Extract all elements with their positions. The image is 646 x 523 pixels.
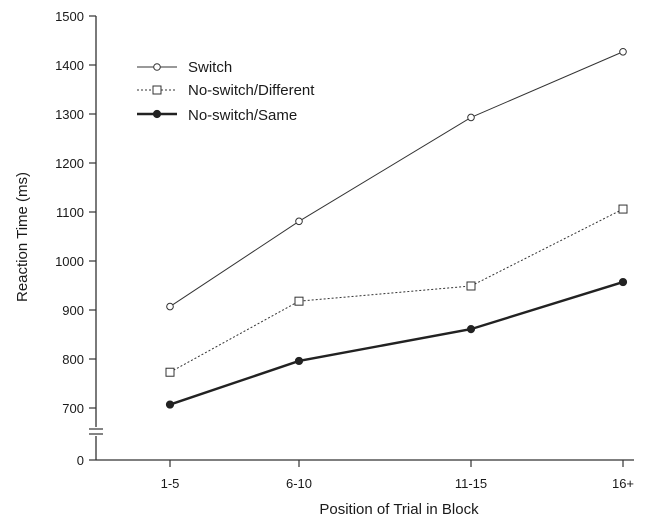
data-point (619, 47, 627, 56)
data-point (295, 217, 303, 226)
data-point (165, 367, 175, 377)
legend-item-switch: Switch (137, 59, 232, 76)
x-ticks: 1-5 6-10 11-15 16+ (161, 460, 634, 491)
x-axis-label: Position of Trial in Block (319, 501, 479, 518)
data-point (467, 113, 475, 122)
x-tick-label: 6-10 (286, 476, 312, 491)
y-tick-label: 1500 (55, 9, 84, 24)
legend-item-noswitch-different: No-switch/Different (137, 82, 315, 99)
data-point (165, 400, 175, 409)
data-point (294, 356, 304, 366)
y-tick-label: 1100 (56, 205, 84, 220)
y-tick-label: 900 (62, 303, 84, 318)
series-2 (165, 277, 628, 409)
legend-label-noswitch-different: No-switch/Different (188, 82, 315, 99)
legend-marker-switch (153, 63, 161, 71)
series-line (169, 280, 624, 406)
data-point (618, 204, 628, 214)
y-ticks: 0 700 800 900 1000 1100 1200 1300 1400 1500 (55, 9, 96, 468)
data-point (166, 302, 174, 311)
y-tick-label: 700 (62, 401, 84, 416)
legend-marker-noswitch-different (152, 85, 162, 95)
data-point (466, 325, 476, 334)
series-0 (166, 47, 627, 311)
y-tick-label: 1400 (55, 58, 84, 73)
legend: Switch No-switch/Different No-switch/Sam… (137, 59, 315, 124)
axes (89, 16, 634, 461)
x-tick-label: 1-5 (161, 476, 180, 491)
x-tick-label: 11-15 (455, 476, 487, 491)
data-point (466, 281, 476, 291)
y-tick-label: 800 (62, 352, 84, 367)
y-axis-label: Reaction Time (ms) (14, 172, 31, 302)
y-axis-break (89, 427, 103, 436)
y-tick-label: 1200 (55, 156, 84, 171)
series-line (169, 208, 624, 373)
x-tick-label: 16+ (612, 476, 634, 491)
data-point (294, 296, 304, 306)
series-line (169, 51, 624, 307)
series-layer (165, 47, 628, 409)
legend-label-noswitch-same: No-switch/Same (188, 107, 297, 124)
series-1 (165, 204, 628, 377)
y-tick-label: 1300 (55, 107, 84, 122)
legend-label-switch: Switch (188, 59, 232, 76)
legend-marker-noswitch-same (152, 109, 162, 119)
data-point (618, 277, 628, 287)
y-tick-label: 1000 (55, 254, 84, 269)
y-tick-label: 0 (77, 453, 84, 468)
legend-item-noswitch-same: No-switch/Same (137, 107, 297, 124)
